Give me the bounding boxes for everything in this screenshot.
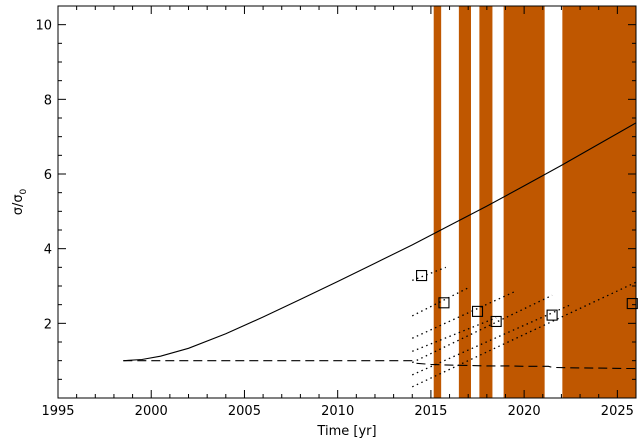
dotted-line-1 <box>411 287 469 317</box>
x-tick-labels: 1995 2000 2005 2010 2015 2020 2025 <box>41 404 633 419</box>
y-tick-labels: 2 4 6 8 10 <box>35 19 52 333</box>
series-lines <box>123 122 637 370</box>
x-tick-label: 2000 <box>135 404 168 419</box>
y-tick-label: 10 <box>35 19 52 34</box>
shaded-bands <box>433 6 636 398</box>
y-tick-label: 4 <box>44 243 52 258</box>
y-axis-title: σ/σ0 <box>11 188 29 215</box>
data-marker-4 <box>546 309 558 321</box>
y-tick-label: 8 <box>44 93 52 108</box>
x-axis-title: Time [yr] <box>316 424 376 439</box>
shaded-band-0 <box>433 6 442 398</box>
x-tick-label: 2015 <box>414 404 447 419</box>
x-tick-label: 2005 <box>228 404 261 419</box>
series-line-dashed <box>123 360 636 370</box>
series-line-solid <box>123 122 637 362</box>
x-tick-label: 1995 <box>41 404 74 419</box>
dotted-line-4 <box>411 294 553 364</box>
x-tick-label: 2025 <box>601 404 634 419</box>
shaded-band-4 <box>562 6 636 398</box>
x-tick-label: 2010 <box>321 404 354 419</box>
data-marker-2 <box>471 305 484 317</box>
x-tick-label: 2020 <box>508 404 541 419</box>
dotted-line-2 <box>411 291 516 339</box>
dotted-line-0 <box>412 266 447 282</box>
y-axis-title-main: σ/σ <box>11 194 26 215</box>
y-tick-label: 2 <box>44 317 52 332</box>
shaded-band-3 <box>503 6 545 398</box>
square-markers <box>416 269 638 328</box>
dotted-line-6 <box>411 281 637 388</box>
data-marker-5 <box>626 297 638 310</box>
data-marker-0 <box>416 269 428 282</box>
data-marker-3 <box>490 315 502 328</box>
shaded-band-1 <box>458 6 471 398</box>
axis-ticks <box>57 5 637 399</box>
y-axis-title-subscript: 0 <box>19 188 29 194</box>
plot-frame <box>57 5 637 399</box>
dotted-line-3 <box>412 317 497 352</box>
data-marker-1 <box>438 297 450 309</box>
shaded-band-2 <box>479 6 493 398</box>
dotted-lines <box>411 266 637 388</box>
y-tick-label: 6 <box>44 168 52 183</box>
